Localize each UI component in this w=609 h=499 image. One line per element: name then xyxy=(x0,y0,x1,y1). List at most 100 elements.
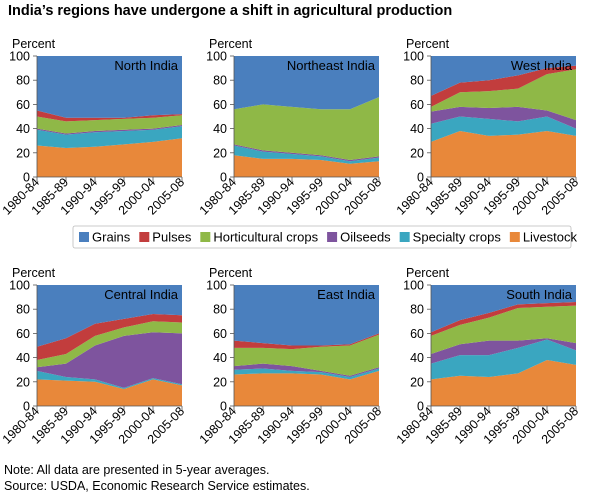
area-specialty-crops xyxy=(234,145,379,164)
area-livestock xyxy=(37,138,182,177)
area-livestock xyxy=(431,360,576,406)
panel-east-india: 0204060801001980-841985-891990-941995-99… xyxy=(197,266,384,447)
panel-title: Central India xyxy=(104,287,178,302)
y-tick-label: 80 xyxy=(410,74,424,88)
area-pulses xyxy=(431,65,576,107)
legend-swatch xyxy=(399,232,410,242)
panel-central-india: 0204060801001980-841985-891990-941995-99… xyxy=(0,266,187,447)
y-tick-label: 100 xyxy=(206,279,227,293)
y-tick-label: 0 xyxy=(417,171,424,185)
y-tick-label: 40 xyxy=(410,351,424,365)
panel-title: East India xyxy=(317,287,376,302)
y-tick-label: 20 xyxy=(16,375,30,389)
y-tick-label: 20 xyxy=(16,146,30,160)
legend-box xyxy=(72,225,572,249)
source-text: Source: USDA, Economic Research Service … xyxy=(4,478,310,493)
y-tick-label: 40 xyxy=(213,122,227,136)
y-tick-label: 60 xyxy=(410,98,424,112)
note-text: Note: All data are presented in 5-year a… xyxy=(4,463,270,477)
area-oilseeds xyxy=(431,338,576,364)
area-pulses xyxy=(37,314,182,361)
panel-north-india: 0204060801001980-841985-891990-941995-99… xyxy=(0,37,187,218)
y-axis-label: Percent xyxy=(209,37,253,51)
legend-swatch xyxy=(139,232,150,242)
legend-item-specialty-crops: Specialty crops xyxy=(399,230,502,245)
y-tick-label: 20 xyxy=(410,375,424,389)
area-specialty-crops xyxy=(234,368,379,380)
area-specialty-crops xyxy=(37,370,182,390)
area-oilseeds xyxy=(431,106,576,129)
legend-label: Livestock xyxy=(523,230,578,245)
area-grains xyxy=(37,56,182,118)
legend-label: Oilseeds xyxy=(340,230,391,245)
y-tick-label: 100 xyxy=(403,50,424,64)
legend: Grains Pulses Horticultural crops Oilseeds S… xyxy=(72,225,578,249)
area-livestock xyxy=(234,155,379,177)
area-grains xyxy=(234,285,379,346)
area-livestock xyxy=(37,379,182,406)
panel-west-india: 0204060801001980-841985-891990-941995-99… xyxy=(394,37,581,218)
legend-swatch xyxy=(327,232,338,242)
legend-label: Grains xyxy=(92,230,131,245)
legend-label: Pulses xyxy=(152,230,192,245)
area-specialty-crops xyxy=(431,339,576,380)
y-tick-label: 100 xyxy=(403,279,424,293)
area-horticultural-crops xyxy=(431,305,576,354)
area-horticultural-crops xyxy=(431,69,576,121)
area-grains xyxy=(234,56,379,110)
legend-item-livestock: Livestock xyxy=(509,230,578,245)
legend-item-oilseeds: Oilseeds xyxy=(327,230,391,245)
y-tick-label: 100 xyxy=(9,279,30,293)
panel-title: North India xyxy=(114,58,178,73)
area-pulses xyxy=(431,301,576,336)
y-tick-label: 80 xyxy=(213,303,227,317)
area-horticultural-crops xyxy=(37,115,182,134)
area-specialty-crops xyxy=(431,116,576,142)
legend-swatch xyxy=(200,232,211,242)
y-tick-label: 60 xyxy=(410,327,424,341)
y-tick-label: 80 xyxy=(16,74,30,88)
y-tick-label: 20 xyxy=(213,146,227,160)
panel-title: West India xyxy=(511,58,573,73)
y-tick-label: 80 xyxy=(213,74,227,88)
area-pulses xyxy=(234,333,379,350)
area-oilseeds xyxy=(37,332,182,388)
area-oilseeds xyxy=(234,363,379,377)
legend-swatch xyxy=(79,232,89,242)
panel-title: Northeast India xyxy=(287,58,376,73)
area-horticultural-crops xyxy=(234,97,379,161)
y-tick-label: 0 xyxy=(220,400,227,414)
legend-item-grains: Grains xyxy=(79,230,131,245)
y-tick-label: 20 xyxy=(410,146,424,160)
y-axis-label: Percent xyxy=(209,266,253,280)
area-horticultural-crops xyxy=(37,321,182,368)
y-tick-label: 100 xyxy=(9,50,30,64)
legend-swatch xyxy=(509,232,520,242)
area-horticultural-crops xyxy=(234,334,379,376)
y-tick-label: 60 xyxy=(213,327,227,341)
y-tick-label: 80 xyxy=(16,303,30,317)
area-pulses xyxy=(37,110,182,122)
page-title: India’s regions have undergone a shift i… xyxy=(8,3,453,19)
y-axis-label: Percent xyxy=(406,266,450,280)
y-tick-label: 0 xyxy=(23,171,30,185)
y-tick-label: 60 xyxy=(213,98,227,112)
panel-northeast-india: 0204060801001980-841985-891990-941995-99… xyxy=(197,37,384,218)
legend-label: Horticultural crops xyxy=(213,230,318,245)
area-livestock xyxy=(431,131,576,177)
area-oilseeds xyxy=(37,124,182,135)
y-tick-label: 60 xyxy=(16,98,30,112)
y-axis-label: Percent xyxy=(12,266,56,280)
y-tick-label: 80 xyxy=(410,303,424,317)
panel-south-india: 0204060801001980-841985-891990-941995-99… xyxy=(394,266,581,447)
legend-item-horticultural-crops: Horticultural crops xyxy=(200,230,319,245)
legend-label: Specialty crops xyxy=(413,230,502,245)
area-grains xyxy=(431,56,576,96)
area-grains xyxy=(37,285,182,347)
y-tick-label: 100 xyxy=(206,50,227,64)
panel-title: South India xyxy=(506,287,573,302)
y-tick-label: 40 xyxy=(16,351,30,365)
y-tick-label: 40 xyxy=(410,122,424,136)
legend-item-pulses: Pulses xyxy=(139,230,192,245)
